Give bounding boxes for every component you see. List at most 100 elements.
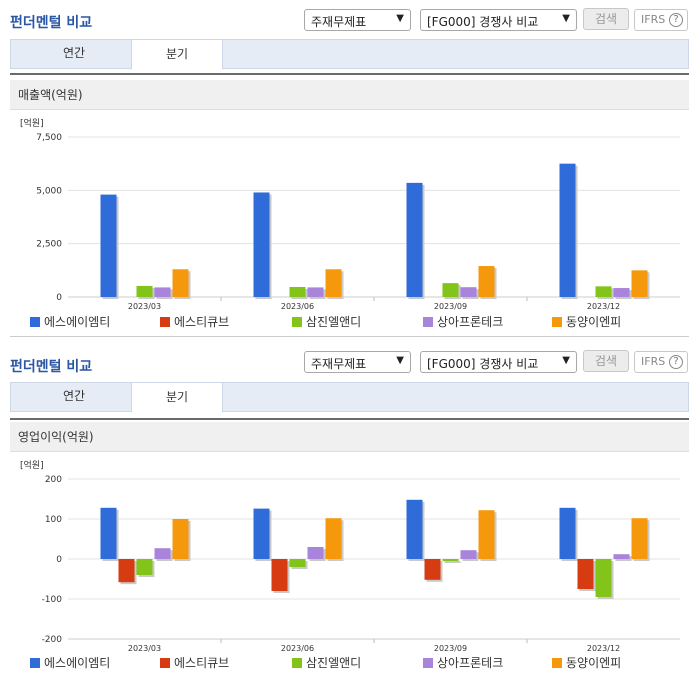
section-operating-profit: 펀더멘털 비교 주재무제표 ▼ [FG000] 경쟁사 비교 ▼ 검색 IFRS… bbox=[0, 342, 696, 684]
divider bbox=[10, 73, 689, 75]
page-title: 펀더멘털 비교 bbox=[10, 359, 93, 375]
legend-item[interactable]: 에스에이엠티 bbox=[30, 313, 110, 330]
legend-item[interactable]: 동양이엔피 bbox=[552, 654, 621, 671]
x-tick-label: 2023/06 bbox=[281, 644, 314, 653]
help-icon: ? bbox=[669, 355, 683, 369]
bar bbox=[172, 519, 189, 559]
chevron-down-icon: ▼ bbox=[562, 355, 570, 366]
bar bbox=[595, 559, 612, 597]
legend-item[interactable]: 상아프론테크 bbox=[423, 654, 503, 671]
section-revenue: 펀더멘털 비교 주재무제표 ▼ [FG000] 경쟁사 비교 ▼ 검색 IFRS… bbox=[10, 8, 689, 337]
bar bbox=[307, 287, 324, 297]
tab-annual[interactable]: 연간 bbox=[62, 46, 86, 60]
tab-quarterly[interactable]: 분기 bbox=[131, 39, 223, 70]
y-tick-label: 2,500 bbox=[36, 240, 62, 250]
legend-swatch bbox=[30, 317, 40, 327]
search-button[interactable]: 검색 bbox=[583, 8, 629, 30]
bar bbox=[289, 286, 306, 297]
group-select[interactable]: [FG000] 경쟁사 비교 ▼ bbox=[420, 9, 577, 31]
bar bbox=[460, 550, 477, 559]
divider bbox=[10, 336, 689, 337]
ifrs-label: IFRS bbox=[641, 355, 666, 368]
legend-swatch bbox=[292, 658, 302, 668]
legend-swatch bbox=[552, 317, 562, 327]
y-tick-label: 100 bbox=[45, 515, 62, 525]
statement-select-value: 주재무제표 bbox=[311, 15, 367, 29]
bar bbox=[424, 559, 441, 580]
y-tick-label: -100 bbox=[42, 595, 63, 605]
bar bbox=[307, 547, 324, 559]
legend-item[interactable]: 상아프론테크 bbox=[423, 313, 503, 330]
bar bbox=[478, 266, 495, 297]
bar bbox=[631, 518, 648, 559]
unit-label: [억원] bbox=[20, 459, 44, 471]
bar bbox=[136, 285, 153, 297]
tab-annual[interactable]: 연간 bbox=[62, 389, 86, 403]
bar bbox=[325, 518, 342, 559]
group-select-value: [FG000] 경쟁사 비교 bbox=[427, 15, 539, 29]
chart-title: 영업이익(억원) bbox=[10, 422, 689, 452]
chevron-down-icon: ▼ bbox=[396, 13, 404, 24]
legend-label: 상아프론테크 bbox=[437, 315, 504, 329]
bar bbox=[631, 270, 648, 297]
bar bbox=[613, 288, 630, 297]
revenue-chart: [억원] 0 2,500 5,000 7,500 2023/03 2023/06 2023/0… bbox=[20, 117, 680, 311]
bar bbox=[559, 507, 576, 559]
legend-swatch bbox=[423, 317, 433, 327]
tab-quarterly[interactable]: 분기 bbox=[131, 382, 223, 413]
y-tick-label: 0 bbox=[56, 293, 62, 303]
bar bbox=[100, 507, 117, 559]
search-button[interactable]: 검색 bbox=[583, 350, 629, 372]
legend-swatch bbox=[292, 317, 302, 327]
bar bbox=[289, 559, 306, 567]
bar bbox=[595, 286, 612, 297]
legend-swatch bbox=[423, 658, 433, 668]
ifrs-button[interactable]: IFRS ? bbox=[634, 9, 688, 31]
legend-label: 에스에이엠티 bbox=[44, 656, 111, 670]
period-tabs: 연간 분기 bbox=[10, 382, 689, 413]
bar bbox=[460, 287, 477, 297]
divider bbox=[10, 418, 689, 420]
legend-swatch bbox=[552, 658, 562, 668]
bar bbox=[442, 283, 459, 297]
bar bbox=[172, 269, 189, 297]
bar bbox=[559, 163, 576, 297]
x-tick-label: 2023/12 bbox=[587, 302, 620, 311]
x-tick-label: 2023/09 bbox=[434, 302, 467, 311]
ifrs-button[interactable]: IFRS ? bbox=[634, 351, 688, 373]
y-tick-label: -200 bbox=[42, 635, 63, 645]
legend-swatch bbox=[30, 658, 40, 668]
chart-title: 매출액(억원) bbox=[10, 80, 689, 110]
legend-item[interactable]: 에스티큐브 bbox=[160, 654, 229, 671]
period-tabs: 연간 분기 bbox=[10, 39, 689, 70]
x-tick-label: 2023/06 bbox=[281, 302, 314, 311]
bar bbox=[406, 499, 423, 559]
bar-shadow bbox=[444, 561, 461, 563]
legend-item[interactable]: 삼진엘앤디 bbox=[292, 313, 361, 330]
bar bbox=[325, 269, 342, 297]
bar bbox=[136, 559, 153, 575]
legend-item[interactable]: 삼진엘앤디 bbox=[292, 654, 361, 671]
legend-label: 에스티큐브 bbox=[174, 315, 230, 329]
bar bbox=[271, 559, 288, 591]
help-icon: ? bbox=[669, 13, 683, 27]
bar bbox=[253, 192, 270, 297]
statement-select[interactable]: 주재무제표 ▼ bbox=[304, 9, 411, 31]
bar bbox=[478, 510, 495, 559]
legend-label: 동양이엔피 bbox=[566, 656, 622, 670]
x-tick-label: 2023/03 bbox=[128, 644, 161, 653]
legend-label: 에스티큐브 bbox=[174, 656, 230, 670]
group-select-value: [FG000] 경쟁사 비교 bbox=[427, 357, 539, 371]
legend-item[interactable]: 에스티큐브 bbox=[160, 313, 229, 330]
group-select[interactable]: [FG000] 경쟁사 비교 ▼ bbox=[420, 351, 577, 373]
unit-label: [억원] bbox=[20, 117, 44, 129]
legend-label: 동양이엔피 bbox=[566, 315, 622, 329]
statement-select[interactable]: 주재무제표 ▼ bbox=[304, 351, 411, 373]
chevron-down-icon: ▼ bbox=[562, 13, 570, 24]
ifrs-label: IFRS bbox=[641, 13, 666, 26]
legend-item[interactable]: 에스에이엠티 bbox=[30, 654, 110, 671]
x-tick-label: 2023/03 bbox=[128, 302, 161, 311]
legend-label: 에스에이엠티 bbox=[44, 315, 111, 329]
legend-item[interactable]: 동양이엔피 bbox=[552, 313, 621, 330]
y-tick-label: 7,500 bbox=[36, 133, 62, 143]
